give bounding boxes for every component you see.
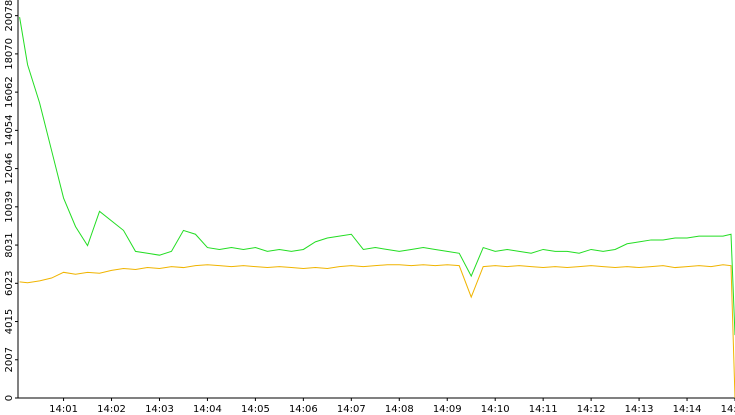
x-tick-label: 14:04 xyxy=(193,404,222,415)
y-tick-label: 18070 xyxy=(4,38,15,70)
x-tick-label: 14:05 xyxy=(241,404,270,415)
y-tick-label: 14054 xyxy=(4,114,15,146)
y-tick-label: 2007 xyxy=(4,347,15,372)
y-tick-label: 6023 xyxy=(4,271,15,296)
x-tick-label: 14:03 xyxy=(145,404,174,415)
x-tick-label: 14:07 xyxy=(337,404,366,415)
x-tick-label: 14:02 xyxy=(97,404,126,415)
y-tick-label: 0 xyxy=(4,395,15,401)
x-tick-label: 14:10 xyxy=(481,404,510,415)
series-line xyxy=(19,17,735,336)
x-tick-label: 14:06 xyxy=(289,404,318,415)
x-tick-label: 14:11 xyxy=(529,404,558,415)
x-tick-label: 14:14 xyxy=(673,404,702,415)
y-tick-label: 8031 xyxy=(4,232,15,257)
x-tick-label: 14:09 xyxy=(433,404,462,415)
x-tick-label: 14:13 xyxy=(625,404,654,415)
y-tick-label: 4015 xyxy=(4,309,15,334)
series-line xyxy=(19,264,735,399)
x-tick-label: 14:12 xyxy=(577,404,606,415)
x-tick-label: 14:15 xyxy=(721,404,735,415)
y-tick-label: 16062 xyxy=(4,76,15,108)
y-tick-label: 10039 xyxy=(4,191,15,223)
x-tick-label: 14:01 xyxy=(49,404,78,415)
y-tick-label: 20078 xyxy=(4,0,15,32)
x-tick-label: 14:08 xyxy=(385,404,414,415)
y-tick-label: 12046 xyxy=(4,153,15,185)
